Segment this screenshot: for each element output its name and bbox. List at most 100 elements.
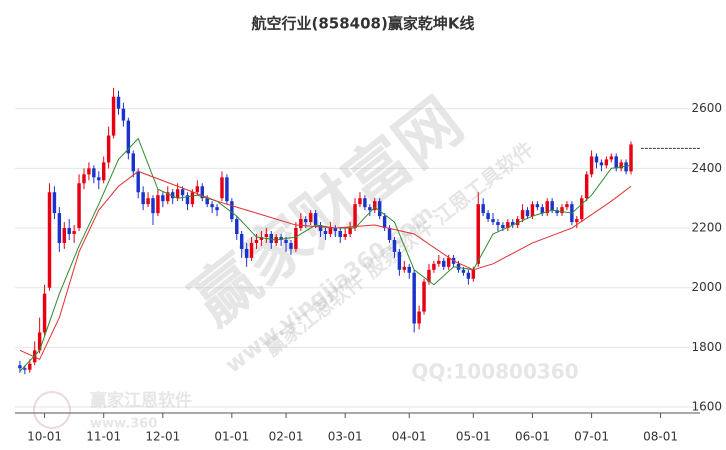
candle-body bbox=[235, 219, 239, 234]
candle-body bbox=[589, 156, 594, 175]
candle-body bbox=[97, 177, 101, 181]
x-tick-label: 03-01 bbox=[328, 430, 363, 444]
candle-body bbox=[427, 269, 431, 282]
watermark: www.360 bbox=[90, 417, 157, 432]
x-tick-label: 07-01 bbox=[574, 430, 609, 444]
candle-body bbox=[555, 210, 559, 214]
watermark: QQ:100800360 bbox=[411, 360, 578, 384]
candle-body bbox=[279, 236, 283, 240]
x-tick-label: 12-01 bbox=[145, 430, 180, 444]
candle-body bbox=[284, 239, 288, 243]
candle-body bbox=[151, 198, 155, 214]
candle-body bbox=[294, 228, 298, 249]
candle-body bbox=[599, 162, 604, 166]
candle-body bbox=[131, 153, 135, 172]
candle-body bbox=[289, 242, 293, 249]
x-tick-label: 11-01 bbox=[86, 430, 121, 444]
candle-body bbox=[461, 269, 466, 273]
candle-body bbox=[584, 174, 589, 199]
candle-body bbox=[358, 198, 362, 205]
candle-body bbox=[166, 192, 170, 202]
candle-body bbox=[215, 207, 219, 211]
candle-body bbox=[82, 174, 86, 184]
candle-body bbox=[72, 231, 76, 234]
candle-body bbox=[412, 272, 416, 324]
candle-body bbox=[624, 162, 628, 172]
candle-body bbox=[180, 189, 185, 196]
y-tick-label: 2400 bbox=[691, 161, 722, 175]
watermarks: 赢家财富网 赢家江恩软件 股票软件 江恩工具软件 www.yingjia360.… bbox=[33, 85, 579, 432]
candle-body bbox=[515, 219, 520, 226]
x-tick-label: 08-01 bbox=[643, 430, 678, 444]
candle-body bbox=[230, 201, 234, 220]
candle-body bbox=[313, 213, 318, 226]
candle-body bbox=[195, 186, 200, 193]
candle-body bbox=[244, 248, 249, 258]
candle-body bbox=[540, 207, 545, 214]
candle-body bbox=[269, 234, 273, 243]
candle-body bbox=[501, 225, 505, 229]
candle-body bbox=[37, 332, 42, 351]
candle-body bbox=[594, 156, 599, 163]
candle-body bbox=[92, 168, 96, 178]
candle-body bbox=[101, 162, 106, 181]
candle-body bbox=[318, 225, 323, 232]
chart-title: 航空行业(858408)赢家乾坤K线 bbox=[252, 15, 475, 33]
candle-body bbox=[264, 234, 269, 237]
candle-body bbox=[333, 228, 338, 232]
candle-body bbox=[432, 263, 436, 270]
watermark: 赢家江恩软件 bbox=[90, 390, 192, 411]
candle-body bbox=[609, 156, 614, 160]
candle-body bbox=[422, 281, 426, 312]
candle-body bbox=[580, 198, 584, 220]
x-tick-label: 01-01 bbox=[214, 430, 249, 444]
candle-body bbox=[328, 228, 333, 234]
candle-body bbox=[604, 159, 609, 166]
candle-body bbox=[32, 350, 37, 363]
candle-body bbox=[47, 192, 52, 288]
candle-body bbox=[249, 242, 254, 258]
candle-body bbox=[161, 195, 165, 202]
candle-body bbox=[175, 189, 180, 199]
candle-body bbox=[491, 219, 495, 223]
candle-body bbox=[565, 204, 569, 208]
x-tick-label: 05-01 bbox=[456, 430, 491, 444]
candle-body bbox=[111, 96, 116, 136]
candle-body bbox=[619, 162, 623, 169]
candle-body bbox=[506, 222, 510, 229]
candle-body bbox=[466, 272, 471, 279]
candle-body bbox=[387, 228, 392, 240]
moving-average bbox=[19, 137, 632, 372]
candle-body bbox=[23, 368, 27, 370]
candle-body bbox=[397, 251, 402, 270]
candle-body bbox=[471, 269, 476, 279]
candle-body bbox=[377, 201, 382, 217]
candle-body bbox=[57, 213, 62, 243]
candle-body bbox=[363, 198, 367, 208]
candle-body bbox=[486, 213, 490, 220]
candle-body bbox=[417, 311, 421, 324]
candle-body bbox=[550, 201, 554, 211]
candle-body bbox=[62, 228, 67, 243]
candle-body bbox=[530, 204, 535, 217]
candle-body bbox=[629, 144, 633, 172]
candle-body bbox=[77, 183, 81, 229]
watermark-logo bbox=[33, 391, 71, 429]
candle-body bbox=[437, 260, 441, 264]
candle-body bbox=[28, 363, 32, 370]
y-tick-label: 1800 bbox=[691, 340, 722, 354]
candle-body bbox=[476, 204, 480, 264]
candle-body bbox=[239, 234, 244, 249]
candle-body bbox=[535, 204, 540, 208]
x-tick-label: 06-01 bbox=[515, 430, 550, 444]
candle-body bbox=[304, 219, 308, 223]
candle-body bbox=[323, 231, 328, 234]
candle-body bbox=[442, 260, 446, 267]
candle-body bbox=[308, 213, 313, 223]
candle-body bbox=[525, 210, 530, 217]
candle-body bbox=[259, 236, 264, 240]
candle-body bbox=[205, 198, 209, 205]
candle-body bbox=[343, 234, 347, 237]
candle-body bbox=[200, 186, 204, 199]
